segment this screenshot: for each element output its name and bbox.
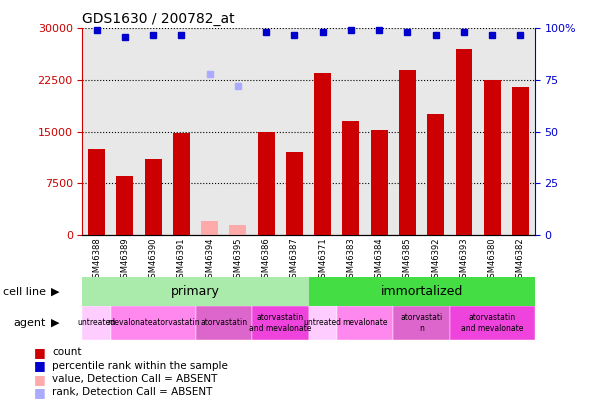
Text: atorvastatin
and mevalonate: atorvastatin and mevalonate [249, 313, 312, 333]
Text: primary: primary [171, 285, 220, 298]
Bar [456, 49, 472, 235]
Text: GDS1630 / 200782_at: GDS1630 / 200782_at [82, 12, 235, 26]
Text: ■: ■ [34, 359, 45, 372]
Text: cell line: cell line [3, 287, 46, 296]
Text: atorvastatin: atorvastatin [200, 318, 247, 328]
Text: ■: ■ [34, 346, 45, 359]
Bar [196, 306, 252, 340]
Text: percentile rank within the sample: percentile rank within the sample [52, 361, 228, 371]
Text: rank, Detection Call = ABSENT: rank, Detection Call = ABSENT [52, 388, 212, 397]
Text: untreated: untreated [304, 318, 342, 328]
Bar [393, 306, 450, 340]
Text: value, Detection Call = ABSENT: value, Detection Call = ABSENT [52, 374, 218, 384]
Text: immortalized: immortalized [381, 285, 463, 298]
Bar [337, 306, 393, 340]
Bar [309, 306, 337, 340]
Bar [484, 80, 500, 235]
Bar [230, 224, 246, 235]
Bar [309, 277, 535, 306]
Bar [111, 306, 196, 340]
Text: ■: ■ [34, 386, 45, 399]
Text: atorvastati
n: atorvastati n [400, 313, 443, 333]
Bar [427, 115, 444, 235]
Bar [286, 152, 303, 235]
Text: untreated: untreated [78, 318, 115, 328]
Bar [145, 159, 161, 235]
Text: agent: agent [13, 318, 46, 328]
Bar [450, 306, 535, 340]
Bar [116, 177, 133, 235]
Text: ■: ■ [34, 373, 45, 386]
Text: mevalonateatorvastatin: mevalonateatorvastatin [107, 318, 199, 328]
Bar [88, 149, 105, 235]
Bar [173, 133, 190, 235]
Bar [371, 130, 387, 235]
Text: mevalonate: mevalonate [342, 318, 388, 328]
Bar [82, 277, 309, 306]
Bar [201, 221, 218, 235]
Bar [258, 132, 275, 235]
Text: count: count [52, 347, 81, 357]
Bar [314, 73, 331, 235]
Text: ▶: ▶ [51, 318, 59, 328]
Text: ▶: ▶ [51, 287, 59, 296]
Text: atorvastatin
and mevalonate: atorvastatin and mevalonate [461, 313, 524, 333]
Bar [82, 306, 111, 340]
Bar [512, 87, 529, 235]
Bar [252, 306, 309, 340]
Bar [399, 70, 416, 235]
Bar [342, 122, 359, 235]
